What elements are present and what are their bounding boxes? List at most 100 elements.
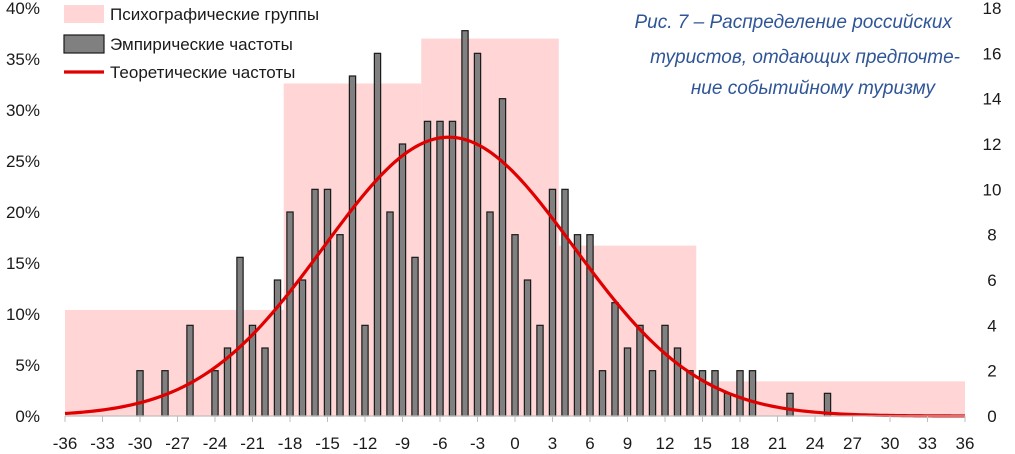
empirical-bar: [311, 188, 319, 417]
empirical-bar: [486, 211, 494, 417]
y-right-tick-label: 12: [983, 135, 1002, 154]
empirical-bar: [686, 370, 694, 417]
empirical-bar: [411, 256, 419, 417]
legend: Психографические группы Эмпирические част…: [63, 5, 319, 82]
empirical-bar: [623, 347, 632, 417]
x-tick-label: -6: [432, 434, 447, 453]
empirical-bar: [723, 392, 732, 417]
legend-swatch-empirical: [63, 34, 105, 54]
x-tick-label: -12: [353, 434, 378, 453]
empirical-bar: [648, 370, 657, 417]
empirical-bar: [436, 120, 444, 417]
y-right-tick-label: 16: [983, 44, 1002, 63]
x-tick-label: 36: [956, 434, 975, 453]
caption-line: туристов, отдающих предпочте-: [650, 47, 960, 68]
empirical-bars-layer: [136, 30, 832, 417]
empirical-bar: [561, 188, 569, 417]
y-left-tick-label: 15%: [6, 254, 40, 273]
empirical-bar: [361, 324, 369, 417]
x-tick-label: -3: [470, 434, 485, 453]
empirical-bar: [523, 279, 532, 417]
y-right-tick-label: 6: [987, 271, 996, 290]
empirical-bar: [598, 370, 607, 417]
x-tick-label: 6: [585, 434, 594, 453]
y-left-tick-label: 0%: [15, 407, 40, 426]
empirical-bar: [673, 347, 682, 417]
empirical-bar: [473, 52, 482, 417]
empirical-bar: [348, 75, 357, 417]
empirical-bar: [586, 234, 594, 417]
y-right-tick-label: 4: [987, 316, 996, 335]
x-tick-label: -30: [128, 434, 153, 453]
theoretical-curve: [64, 135, 965, 418]
x-tick-label: 12: [656, 434, 675, 453]
x-tick-label: -9: [395, 434, 410, 453]
empirical-bar: [573, 234, 582, 417]
x-tick-label: 9: [623, 434, 632, 453]
empirical-bar: [211, 370, 219, 417]
axes-layer: -36 -33 -30 -27 -24 -21 -18 -15 -12 -9 -6 -3 0 3 6 9 12 1…: [6, 0, 1001, 453]
caption-line: Рис. 7 – Распределение российских: [635, 12, 954, 33]
empirical-bar: [336, 234, 344, 417]
y-right-tick-label: 18: [983, 0, 1002, 18]
y-left-tick-label: 5%: [15, 356, 40, 375]
empirical-bar: [323, 188, 332, 417]
empirical-bar: [636, 324, 644, 417]
empirical-bar: [711, 370, 719, 417]
y-right-tick-label: 2: [987, 362, 996, 381]
empirical-bar: [373, 52, 382, 417]
empirical-bar: [298, 279, 307, 417]
y-right-tick-label: 8: [987, 226, 996, 245]
y-left-tick-label: 30%: [6, 101, 40, 120]
x-tick-label: 33: [918, 434, 937, 453]
y-right-tick-label: 0: [987, 407, 996, 426]
x-tick-label: -18: [278, 434, 303, 453]
x-tick-label: -24: [203, 434, 228, 453]
chart-caption: Рис. 7 – Распределение российских туристо…: [635, 12, 961, 99]
empirical-bar: [786, 392, 794, 417]
empirical-bar: [448, 120, 457, 417]
x-tick-label: 3: [548, 434, 557, 453]
y-left-tick-label: 40%: [6, 0, 40, 18]
x-tick-label: -15: [315, 434, 340, 453]
y-left-tick-label: 10%: [6, 305, 40, 324]
psychographic-group-1: [65, 309, 284, 416]
y-right-tick-label: 10: [983, 180, 1002, 199]
empirical-bar: [536, 324, 544, 417]
x-tick-label: 15: [693, 434, 712, 453]
empirical-bar: [398, 143, 407, 417]
legend-label-empirical: Эмпирические частоты: [110, 35, 293, 54]
empirical-bar: [236, 256, 244, 417]
empirical-bar: [748, 370, 757, 417]
x-tick-label: 0: [510, 434, 519, 453]
empirical-bar: [498, 98, 507, 417]
legend-label-theoretical: Теоретические частоты: [110, 63, 295, 82]
empirical-bar: [261, 347, 269, 417]
x-tick-label: 18: [731, 434, 750, 453]
theoretical-curve-layer: [64, 135, 965, 418]
empirical-bar: [511, 234, 519, 417]
legend-swatch-groups: [64, 5, 104, 23]
x-tick-label: -33: [90, 434, 115, 453]
y-right-tick-label: 14: [983, 90, 1002, 109]
x-tick-label: -21: [240, 434, 265, 453]
y-left-tick-label: 35%: [6, 50, 40, 69]
x-tick-label: 21: [768, 434, 787, 453]
empirical-bar: [136, 370, 144, 417]
empirical-bar: [611, 302, 619, 417]
x-tick-label: 30: [881, 434, 900, 453]
empirical-bar: [423, 120, 432, 417]
empirical-bar: [273, 279, 282, 417]
x-tick-label: 24: [806, 434, 825, 453]
x-tick-label: -36: [53, 434, 78, 453]
caption-line: ние событийному туризму: [691, 78, 937, 99]
legend-label-groups: Психографические группы: [110, 5, 319, 24]
empirical-bar: [661, 324, 669, 417]
empirical-bar: [186, 324, 194, 417]
empirical-bar: [461, 30, 469, 417]
empirical-bar: [286, 211, 294, 417]
empirical-bar: [386, 211, 394, 417]
x-tick-label: -27: [165, 434, 190, 453]
y-left-tick-label: 25%: [6, 152, 40, 171]
